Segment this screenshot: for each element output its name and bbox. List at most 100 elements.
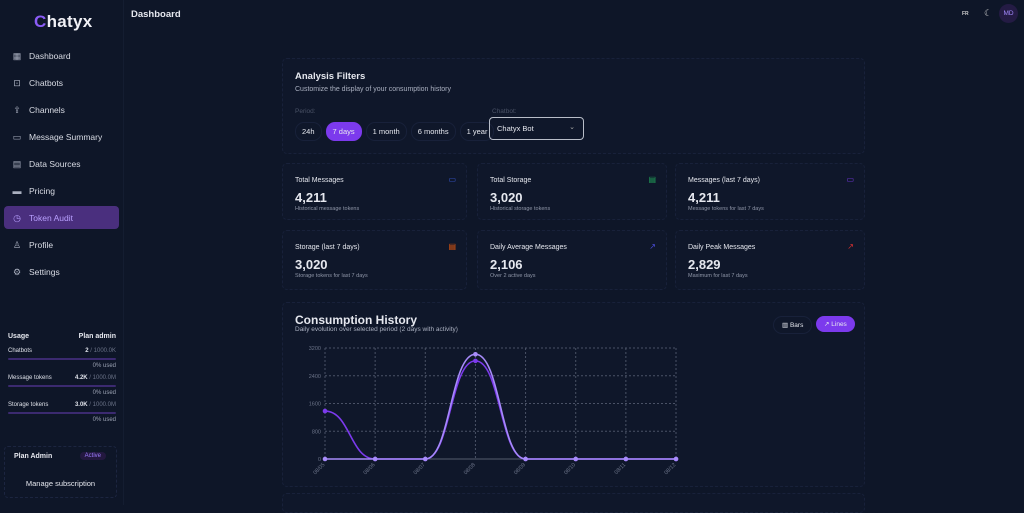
chatbot-select[interactable]: Chatyx Bot ⌄ bbox=[489, 117, 584, 140]
y-tick-label: 3200 bbox=[309, 346, 321, 352]
stat-title: Storage (last 7 days) bbox=[295, 244, 360, 251]
stat-subtitle: Historical message tokens bbox=[295, 206, 360, 212]
sidebar-item-label: Dashboard bbox=[29, 50, 71, 61]
x-tick-label: 08/11 bbox=[614, 462, 628, 476]
usage-label: Message tokens bbox=[8, 375, 52, 381]
data-point bbox=[372, 456, 378, 462]
sidebar-item-label: Token Audit bbox=[29, 212, 73, 223]
database-icon: ▤ bbox=[648, 175, 656, 184]
language-toggle[interactable]: FR bbox=[962, 11, 969, 17]
database-icon: ▤ bbox=[448, 242, 456, 251]
logo[interactable]: Chatyx bbox=[34, 12, 93, 31]
usage-used: 0% used bbox=[92, 417, 116, 423]
series-line-storage bbox=[325, 353, 676, 460]
stat-title: Daily Peak Messages bbox=[688, 244, 756, 251]
sidebar-item-settings[interactable]: ⚙ Settings bbox=[4, 260, 119, 283]
stat-value: 2,106 bbox=[490, 257, 523, 272]
trending-up-icon: ↗ bbox=[824, 321, 832, 328]
period-1-month[interactable]: 1 month bbox=[365, 122, 407, 141]
stat-card: Total Storage ▤ 3,020 Historical storage to… bbox=[477, 163, 667, 220]
history-icon: ◷ bbox=[13, 212, 21, 223]
usage-used: 0% used bbox=[92, 363, 116, 369]
x-tick-label: 08/12 bbox=[663, 462, 677, 476]
period-buttons: 24h 7 days 1 month 6 months 1 year bbox=[295, 122, 495, 141]
lines-toggle[interactable]: ↗ Lines bbox=[816, 316, 855, 332]
y-tick-label: 1600 bbox=[309, 402, 321, 408]
usage-progress bbox=[8, 385, 116, 387]
data-point bbox=[473, 358, 478, 364]
topbar: Dashboard FR ☾ MD bbox=[125, 0, 1024, 30]
sidebar-item-channels[interactable]: ⇪ Channels bbox=[4, 98, 119, 121]
bars-toggle[interactable]: ▥ Bars bbox=[773, 316, 813, 334]
x-tick-label: 08/08 bbox=[463, 462, 477, 476]
sidebar-item-dashboard[interactable]: ▦ Dashboard bbox=[4, 44, 119, 67]
stat-card: Daily Peak Messages ↗ 2,829 Maximum for las… bbox=[675, 230, 865, 290]
period-7-days[interactable]: 7 days bbox=[325, 122, 362, 141]
stat-subtitle: Over 2 active days bbox=[490, 273, 536, 279]
stat-subtitle: Message tokens for last 7 days bbox=[688, 206, 764, 212]
sidebar-item-label: Profile bbox=[29, 239, 54, 250]
usage-value: 2 bbox=[85, 348, 89, 354]
data-point bbox=[473, 351, 478, 357]
sidebar-nav: ▦ Dashboard ⊡ Chatbots ⇪ Channels ▭ Message Sum… bbox=[4, 44, 119, 287]
sidebar-item-message-summary[interactable]: ▭ Message Summary bbox=[4, 125, 119, 148]
history-subtitle: Daily evolution over selected period (2 … bbox=[295, 326, 458, 333]
x-tick-label: 08/06 bbox=[363, 462, 377, 476]
usage-value: 3.0K bbox=[74, 402, 88, 408]
data-point bbox=[673, 456, 679, 462]
x-tick-label: 08/09 bbox=[513, 462, 527, 476]
sidebar-item-label: Chatbots bbox=[29, 77, 64, 88]
sidebar-item-profile[interactable]: ♙ Profile bbox=[4, 233, 119, 256]
usage-section: Usage Plan admin Chatbots 2 / 1000.0K 0% us… bbox=[8, 333, 116, 429]
data-point bbox=[573, 456, 579, 462]
period-24h[interactable]: 24h bbox=[295, 122, 322, 141]
consumption-history: Consumption History Daily evolution over… bbox=[282, 302, 865, 487]
usage-label: Storage tokens bbox=[8, 402, 49, 408]
sidebar-item-label: Message Summary bbox=[29, 131, 103, 142]
avatar[interactable]: MD bbox=[999, 4, 1018, 23]
sidebar-item-chatbots[interactable]: ⊡ Chatbots bbox=[4, 71, 119, 94]
stat-card: Storage (last 7 days) ▤ 3,020 Storage token… bbox=[282, 230, 467, 290]
chatbot-value: Chatyx Bot bbox=[497, 124, 534, 133]
x-tick-label: 08/10 bbox=[563, 462, 577, 476]
message-icon: ▭ bbox=[846, 175, 854, 184]
user-icon: ♙ bbox=[12, 239, 22, 250]
stat-card: Total Messages ▭ 4,211 Historical message t… bbox=[282, 163, 467, 220]
usage-limit: / 1000.0K bbox=[88, 348, 116, 354]
data-point bbox=[623, 456, 629, 462]
data-point bbox=[322, 456, 328, 462]
stat-subtitle: Maximum for last 7 days bbox=[688, 273, 748, 279]
usage-limit: / 1000.0M bbox=[87, 402, 116, 408]
message-icon: ▭ bbox=[12, 131, 22, 142]
share-icon: ⇪ bbox=[13, 104, 21, 115]
usage-progress bbox=[8, 358, 116, 360]
moon-icon[interactable]: ☾ bbox=[984, 8, 993, 18]
usage-plan: Plan admin bbox=[78, 333, 116, 340]
stat-card: Daily Average Messages ↗ 2,106 Over 2 activ… bbox=[477, 230, 667, 290]
period-1-year[interactable]: 1 year bbox=[459, 122, 495, 141]
chatbot-label: Chatbot: bbox=[492, 108, 517, 115]
analysis-filters: Analysis Filters Customize the display o… bbox=[282, 58, 865, 154]
data-point bbox=[422, 456, 428, 462]
sidebar-item-token-audit[interactable]: ◷ Token Audit bbox=[4, 206, 119, 229]
usage-row: Chatbots 2 / 1000.0K bbox=[8, 348, 116, 354]
plan-card: Plan Admin Active Manage subscription bbox=[4, 446, 117, 498]
usage-used: 0% used bbox=[92, 390, 116, 396]
bars-label: Bars bbox=[789, 322, 804, 329]
sidebar-item-data-sources[interactable]: ▤ Data Sources bbox=[4, 152, 119, 175]
usage-title: Usage bbox=[8, 333, 30, 340]
manage-subscription-button[interactable]: Manage subscription bbox=[25, 479, 96, 488]
message-icon: ▭ bbox=[448, 175, 456, 184]
data-point bbox=[322, 408, 328, 414]
bot-icon: ⊡ bbox=[13, 77, 21, 88]
x-tick-label: 08/07 bbox=[413, 462, 427, 476]
plan-name: Plan Admin bbox=[14, 453, 53, 460]
sidebar-item-pricing[interactable]: ▬ Pricing bbox=[4, 179, 119, 202]
bar-chart-icon: ▥ bbox=[782, 322, 790, 329]
usage-label: Chatbots bbox=[8, 348, 33, 354]
usage-value: 4.2K bbox=[74, 375, 88, 381]
history-title: Consumption History bbox=[295, 313, 417, 327]
sidebar-item-label: Data Sources bbox=[29, 158, 81, 169]
period-6-months[interactable]: 6 months bbox=[410, 122, 456, 141]
